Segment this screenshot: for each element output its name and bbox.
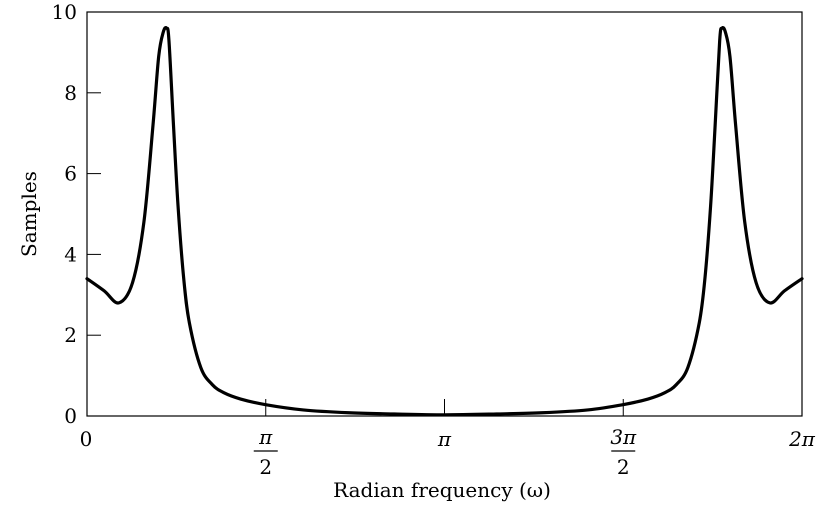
x-tick-label-numerator-3: 3π (610, 425, 637, 449)
x-axis-label: Radian frequency (ω) (333, 478, 551, 502)
ticks (87, 92, 624, 416)
y-tick-label-1: 2 (64, 323, 77, 347)
x-tick-label-0: 0 (80, 427, 93, 451)
x-tick-label-4: 2π (788, 427, 816, 451)
x-tick-label-denominator-3: 2 (617, 455, 630, 479)
y-tick-label-5: 10 (52, 0, 77, 24)
x-tick-label-denominator-1: 2 (259, 455, 272, 479)
series-line (85, 25, 804, 417)
x-tick-label-2: π (437, 427, 452, 451)
x-tick-label-3: 3π2 (610, 425, 637, 479)
y-axis-label: Samples (17, 171, 41, 257)
x-tick-label-numerator-1: π (258, 425, 273, 449)
y-tick-label-3: 6 (64, 162, 77, 186)
y-tick-label-2: 4 (64, 242, 77, 266)
y-tick-label-4: 8 (64, 81, 77, 105)
x-tick-label-1: π2 (253, 425, 278, 479)
plot-frame (86, 11, 803, 417)
y-tick-label-0: 0 (64, 404, 77, 428)
